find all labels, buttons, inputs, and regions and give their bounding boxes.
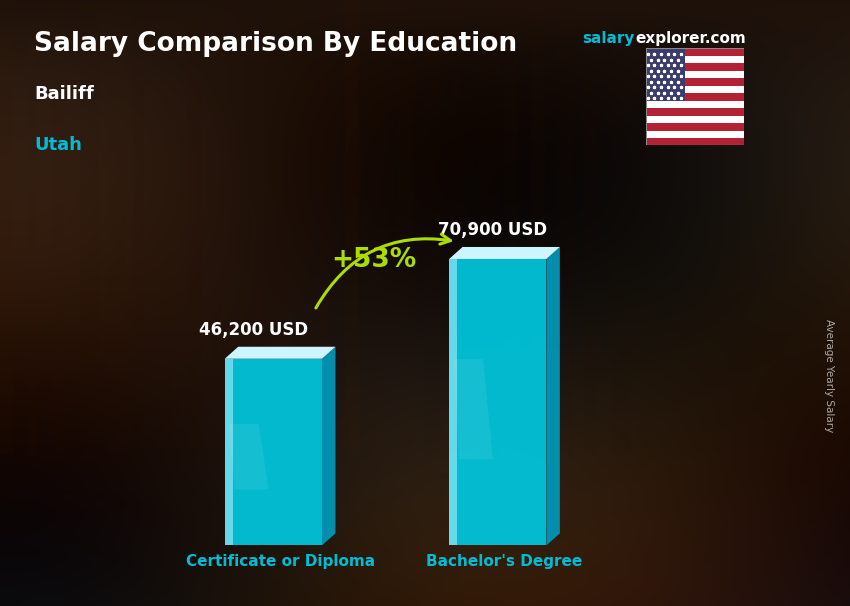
Bar	[646, 48, 744, 56]
Text: Certificate or Diploma: Certificate or Diploma	[185, 554, 375, 568]
Bar	[646, 64, 744, 71]
Polygon shape	[454, 359, 493, 459]
Bar	[646, 123, 744, 130]
Text: explorer.com: explorer.com	[636, 30, 746, 45]
Polygon shape	[322, 347, 336, 545]
Text: Average Yearly Salary: Average Yearly Salary	[824, 319, 834, 432]
Bar	[106, 0, 125, 454]
Bar	[638, 0, 648, 454]
Bar	[133, 0, 147, 454]
Bar	[646, 116, 744, 123]
Bar	[239, 0, 254, 454]
Polygon shape	[449, 259, 457, 545]
Bar	[292, 0, 303, 454]
Bar	[265, 0, 275, 454]
Bar	[611, 0, 631, 454]
Bar	[212, 0, 223, 454]
Bar	[159, 0, 178, 454]
Bar	[646, 56, 744, 64]
Polygon shape	[449, 247, 560, 259]
Polygon shape	[224, 359, 322, 545]
Bar	[186, 0, 200, 454]
Text: Utah: Utah	[34, 136, 82, 154]
Bar	[646, 48, 685, 101]
Bar	[646, 101, 744, 108]
Bar	[584, 0, 600, 454]
Bar	[319, 0, 331, 454]
Bar	[558, 0, 577, 454]
Bar	[646, 78, 744, 86]
Polygon shape	[224, 347, 336, 359]
Text: Bailiff: Bailiff	[34, 85, 94, 103]
Bar	[53, 0, 70, 454]
Polygon shape	[224, 359, 233, 545]
Bar	[646, 93, 744, 101]
Bar	[80, 0, 88, 454]
Bar	[646, 108, 744, 116]
Bar	[0, 0, 16, 454]
Polygon shape	[230, 424, 269, 490]
Bar	[646, 71, 744, 78]
Polygon shape	[547, 247, 560, 545]
Text: 70,900 USD: 70,900 USD	[438, 221, 547, 239]
Bar	[646, 86, 744, 93]
Text: Bachelor's Degree: Bachelor's Degree	[427, 554, 582, 568]
Bar	[425, 0, 438, 454]
Text: +53%: +53%	[332, 247, 417, 273]
Bar	[478, 0, 491, 454]
Bar	[451, 0, 473, 454]
Polygon shape	[449, 259, 547, 545]
Bar	[371, 0, 381, 454]
Bar	[646, 138, 744, 145]
Text: 46,200 USD: 46,200 USD	[199, 321, 308, 339]
Bar	[399, 0, 407, 454]
Bar	[505, 0, 522, 454]
Text: salary: salary	[582, 30, 635, 45]
Text: Salary Comparison By Education: Salary Comparison By Education	[34, 30, 517, 56]
Bar	[345, 0, 362, 454]
Bar	[531, 0, 550, 454]
Bar	[646, 130, 744, 138]
Bar	[26, 0, 41, 454]
